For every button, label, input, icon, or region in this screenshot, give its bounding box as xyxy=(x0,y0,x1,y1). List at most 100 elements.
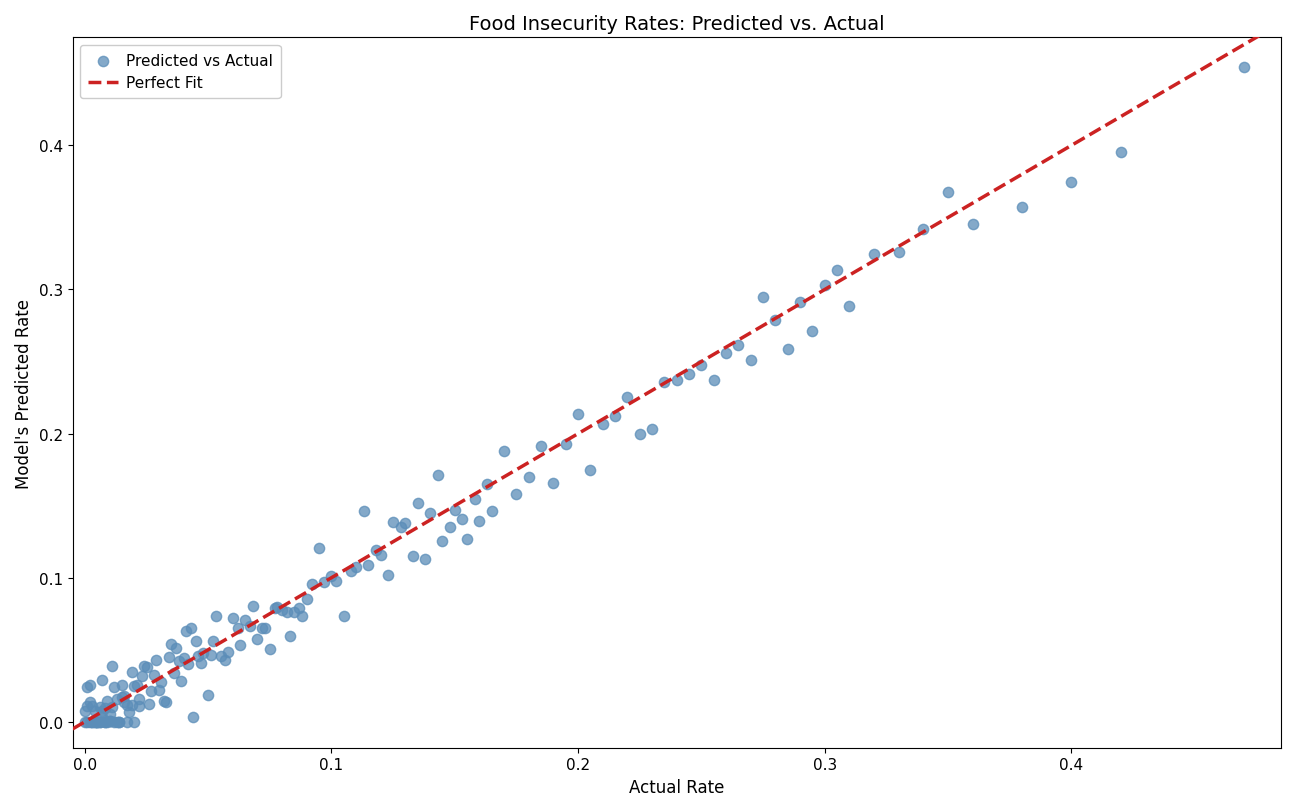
Predicted vs Actual xyxy=(371,548,391,561)
Predicted vs Actual xyxy=(104,681,124,694)
Predicted vs Actual xyxy=(92,710,113,723)
Predicted vs Actual xyxy=(839,300,859,313)
Predicted vs Actual xyxy=(76,681,97,694)
Predicted vs Actual xyxy=(1234,61,1255,74)
Predicted vs Actual xyxy=(111,690,132,703)
Predicted vs Actual xyxy=(251,622,272,635)
Predicted vs Actual xyxy=(176,625,197,638)
Predicted vs Actual xyxy=(617,392,638,405)
Predicted vs Actual xyxy=(654,376,675,389)
Predicted vs Actual xyxy=(92,704,113,717)
Predicted vs Actual xyxy=(1012,201,1033,214)
Predicted vs Actual xyxy=(171,675,192,688)
Predicted vs Actual xyxy=(568,408,588,421)
Predicted vs Actual xyxy=(150,676,171,689)
Legend: Predicted vs Actual, Perfect Fit: Predicted vs Actual, Perfect Fit xyxy=(80,46,280,99)
Predicted vs Actual xyxy=(97,695,118,708)
Predicted vs Actual xyxy=(158,650,179,663)
Predicted vs Actual xyxy=(254,622,275,635)
Predicted vs Actual xyxy=(95,715,115,728)
Predicted vs Actual xyxy=(531,440,552,453)
Predicted vs Actual xyxy=(378,569,399,582)
Predicted vs Actual xyxy=(963,218,984,231)
Predicted vs Actual xyxy=(223,611,244,624)
Predicted vs Actual xyxy=(178,658,198,671)
Predicted vs Actual xyxy=(227,622,248,635)
Predicted vs Actual xyxy=(679,368,700,381)
Predicted vs Actual xyxy=(141,684,162,697)
Predicted vs Actual xyxy=(284,606,305,619)
Predicted vs Actual xyxy=(153,694,174,707)
Predicted vs Actual xyxy=(407,496,428,509)
Predicted vs Actual xyxy=(161,637,181,650)
Predicted vs Actual xyxy=(507,488,527,501)
Predicted vs Actual xyxy=(87,715,108,728)
Predicted vs Actual xyxy=(630,428,651,441)
Predicted vs Actual xyxy=(82,715,102,728)
Predicted vs Actual xyxy=(188,650,209,663)
Predicted vs Actual xyxy=(104,715,124,728)
Predicted vs Actual xyxy=(272,603,293,616)
Predicted vs Actual xyxy=(149,684,170,697)
Predicted vs Actual xyxy=(128,693,149,706)
Predicted vs Actual xyxy=(180,621,201,634)
Predicted vs Actual xyxy=(259,642,280,655)
Predicted vs Actual xyxy=(277,606,298,619)
Predicted vs Actual xyxy=(106,693,127,706)
Predicted vs Actual xyxy=(814,280,835,293)
Predicted vs Actual xyxy=(297,594,318,607)
Predicted vs Actual xyxy=(163,667,184,680)
Predicted vs Actual xyxy=(122,699,143,712)
Predicted vs Actual xyxy=(642,423,662,436)
Predicted vs Actual xyxy=(139,697,159,710)
Predicted vs Actual xyxy=(146,654,167,667)
Predicted vs Actual xyxy=(543,477,564,490)
Predicted vs Actual xyxy=(193,646,214,659)
Predicted vs Actual xyxy=(704,374,724,387)
Predicted vs Actual xyxy=(117,715,137,728)
Predicted vs Actual xyxy=(82,700,102,713)
Predicted vs Actual xyxy=(753,291,774,304)
Predicted vs Actual xyxy=(89,700,110,713)
Predicted vs Actual xyxy=(119,706,140,719)
Predicted vs Actual xyxy=(888,246,908,259)
Predicted vs Actual xyxy=(198,689,219,702)
Predicted vs Actual xyxy=(452,513,473,526)
Predicted vs Actual xyxy=(74,705,95,718)
Predicted vs Actual xyxy=(95,715,115,728)
Predicted vs Actual xyxy=(168,654,189,667)
Predicted vs Actual xyxy=(267,601,288,614)
Predicted vs Actual xyxy=(95,702,115,714)
Predicted vs Actual xyxy=(279,630,299,643)
Predicted vs Actual xyxy=(117,698,137,711)
Predicted vs Actual xyxy=(210,650,231,663)
Predicted vs Actual xyxy=(456,533,477,546)
Predicted vs Actual xyxy=(205,610,226,623)
Predicted vs Actual xyxy=(84,705,105,718)
Predicted vs Actual xyxy=(76,715,97,728)
Predicted vs Actual xyxy=(235,614,255,627)
Predicted vs Actual xyxy=(101,660,122,673)
Predicted vs Actual xyxy=(365,544,386,557)
Predicted vs Actual xyxy=(292,610,312,623)
Predicted vs Actual xyxy=(136,660,157,673)
Predicted vs Actual xyxy=(100,714,121,727)
Predicted vs Actual xyxy=(395,517,416,530)
Predicted vs Actual xyxy=(97,715,118,728)
Predicted vs Actual xyxy=(87,715,108,728)
Predicted vs Actual xyxy=(100,708,121,721)
Predicted vs Actual xyxy=(79,715,100,728)
Predicted vs Actual xyxy=(715,347,736,360)
Predicted vs Actual xyxy=(415,553,435,566)
Predicted vs Actual xyxy=(74,715,95,728)
Predicted vs Actual xyxy=(666,374,687,387)
Predicted vs Actual xyxy=(439,521,460,534)
Predicted vs Actual xyxy=(592,418,613,431)
Predicted vs Actual xyxy=(382,517,403,530)
Predicted vs Actual xyxy=(912,223,933,236)
Predicted vs Actual xyxy=(122,666,143,679)
Predicted vs Actual xyxy=(605,410,626,423)
Predicted vs Actual xyxy=(166,642,187,655)
Title: Food Insecurity Rates: Predicted vs. Actual: Food Insecurity Rates: Predicted vs. Act… xyxy=(469,15,885,34)
Predicted vs Actual xyxy=(358,559,378,572)
